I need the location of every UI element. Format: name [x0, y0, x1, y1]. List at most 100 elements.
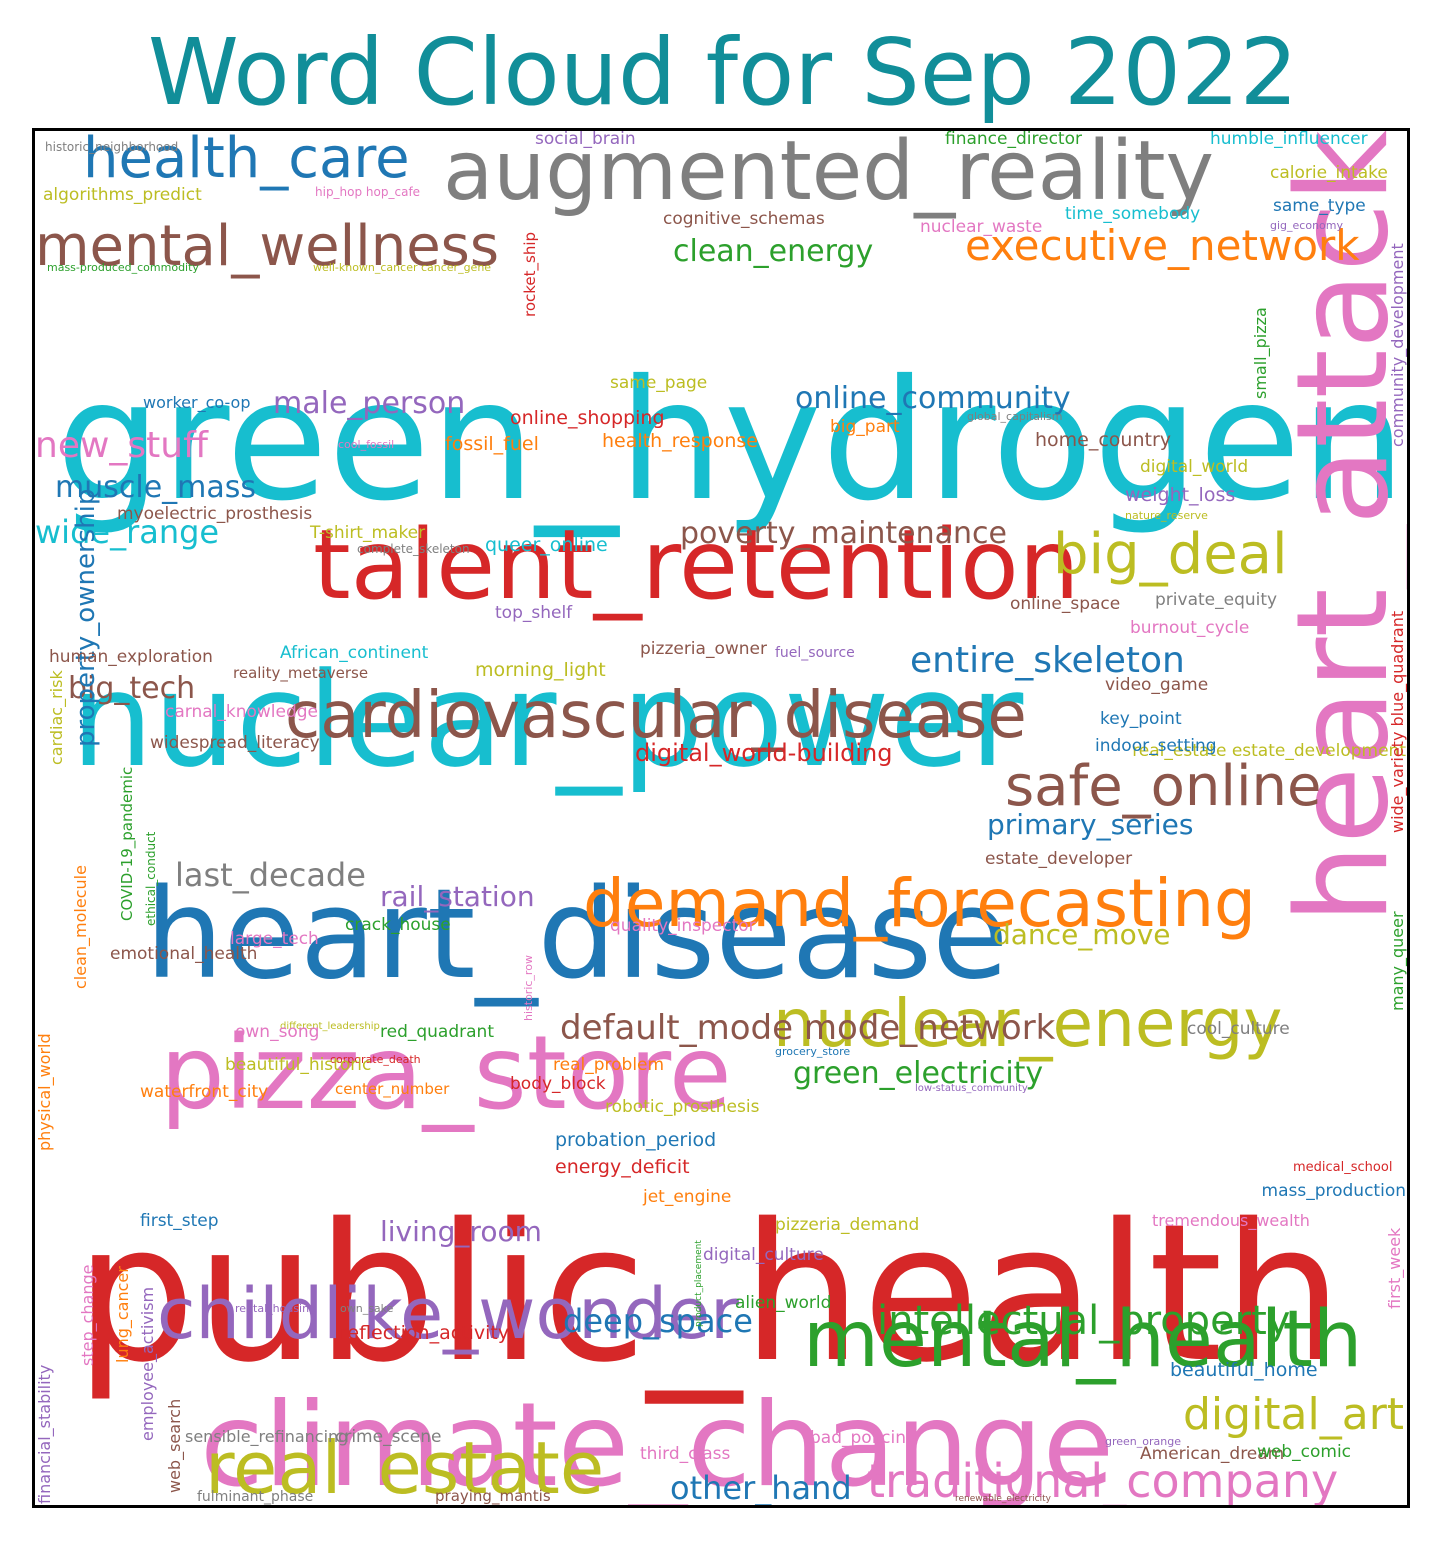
word-72: T-shirt_maker	[310, 523, 426, 543]
word-94: large_tech	[230, 929, 319, 949]
word-120: mass_production	[1261, 1181, 1406, 1201]
word-109: beautiful_historic	[225, 1055, 372, 1075]
word-63: community_development	[1388, 243, 1407, 447]
word-33: big_tech	[68, 671, 196, 706]
word-140: bad_policing	[810, 1428, 917, 1448]
word-136: employee_activism	[138, 1286, 157, 1441]
word-97: wide_variety blue_quadrant	[1388, 610, 1407, 833]
word-0: public_health	[75, 1183, 1344, 1404]
word-92: estate_developer	[985, 849, 1133, 869]
word-105: cool_culture	[1187, 1019, 1290, 1039]
word-103: own_song	[235, 1022, 320, 1042]
word-132: reflection_activity	[340, 1322, 510, 1344]
word-127: rental_housing	[235, 1302, 317, 1315]
word-43: social_brain	[535, 129, 636, 149]
word-8: augmented_reality	[443, 128, 1215, 219]
word-139: crime_scene	[335, 1427, 442, 1447]
word-59: online_shopping	[510, 407, 665, 429]
word-61: big_part	[830, 417, 900, 437]
word-24: default_mode mode_network	[560, 1008, 1056, 1048]
word-137: web_search	[165, 1398, 184, 1493]
word-39: green_electricity	[793, 1056, 1044, 1091]
word-23: entire_skeleton	[910, 640, 1185, 681]
word-78: burnout_cycle	[1130, 618, 1250, 638]
word-4: climate_change	[200, 1378, 1115, 1508]
word-122: first_step	[140, 1211, 219, 1231]
word-143: American_dream	[1140, 1444, 1285, 1464]
word-93: emotional_health	[110, 944, 258, 964]
word-42: digital_world-building	[635, 739, 893, 767]
word-98: COVID-19_pandemic	[118, 766, 136, 921]
word-141: green_orange	[1105, 1435, 1181, 1448]
word-134: beautiful_home	[1170, 1359, 1318, 1381]
word-119: medical_school	[1293, 1160, 1393, 1175]
word-124: tremendous_wealth	[1152, 1211, 1310, 1230]
word-46: calorie_intake	[1270, 163, 1388, 183]
word-104: red_quadrant	[380, 1022, 494, 1042]
word-71: myoelectric_prosthesis	[117, 504, 313, 524]
word-67: home_country	[1035, 429, 1172, 451]
word-128: own_sake	[340, 1302, 394, 1315]
word-9: mental_health	[803, 1295, 1363, 1385]
word-114: waterfront_city	[140, 1082, 269, 1102]
word-113: low-status_community	[915, 1083, 1028, 1094]
word-12: cardiovascular_disease	[285, 679, 1027, 753]
word-28: new_stuff	[35, 425, 208, 466]
word-25: online_community	[795, 381, 1071, 416]
word-112: body_block	[510, 1074, 606, 1094]
word-77: top_shelf	[495, 603, 573, 623]
word-57: same_page	[610, 373, 708, 393]
word-40: clean_energy	[673, 234, 874, 269]
word-83: reality_metaverse	[233, 664, 369, 682]
word-108: corporate_death	[330, 1053, 421, 1066]
word-82: fuel_source	[775, 645, 855, 661]
word-13: nuclear_energy	[773, 985, 1283, 1062]
word-116: physical_world	[35, 1033, 54, 1151]
word-32: wide_range	[35, 513, 220, 551]
word-145: fulminant_phase	[197, 1489, 314, 1505]
word-14: real_estate	[205, 1426, 605, 1508]
word-22: executive_network	[965, 221, 1360, 270]
word-100: clean_molecule	[71, 865, 90, 989]
word-84: morning_light	[475, 659, 606, 681]
word-45: humble_influencer	[1210, 129, 1368, 149]
word-29: poverty_maintenance	[680, 516, 1007, 551]
word-142: third_class	[640, 1444, 731, 1464]
word-27: deep_space	[563, 1302, 753, 1340]
word-1: green_hydrogen	[55, 345, 1406, 538]
word-34: last_decade	[175, 856, 366, 894]
word-81: pizzeria_owner	[640, 639, 767, 659]
word-68: digital_world	[1140, 457, 1249, 477]
word-65: fossil_fuel	[445, 433, 539, 455]
word-106: many_queer	[1388, 911, 1407, 1011]
word-69: weight_loss	[1125, 484, 1236, 506]
word-44: finance_director	[945, 129, 1082, 149]
word-117: probation_period	[555, 1129, 717, 1151]
word-48: hip_hop hop_cafe	[315, 185, 421, 199]
word-19: traditional_company	[867, 1454, 1339, 1508]
word-91: cardiac_risk	[47, 670, 66, 765]
word-41: property_ownership	[71, 488, 101, 747]
word-62: small_pizza	[1251, 307, 1270, 399]
word-15: mental_wellness	[35, 214, 499, 279]
word-125: digital_culture	[703, 1245, 824, 1265]
word-51: same_type	[1273, 196, 1366, 216]
word-107: grocery_store	[775, 1045, 851, 1058]
word-20: intellectual_property	[877, 1298, 1291, 1344]
word-111: center_number	[335, 1080, 450, 1098]
word-118: energy_deficit	[555, 1156, 690, 1178]
word-86: carnal_knowledge	[165, 702, 319, 722]
word-74: queer_online	[485, 534, 608, 556]
word-115: robotic_prosthesis	[605, 1097, 760, 1117]
word-66: health_response	[602, 430, 758, 452]
word-36: living_room	[380, 1215, 542, 1248]
word-10: childlike_wonder	[157, 1273, 739, 1355]
word-52: nuclear_waste	[920, 217, 1043, 237]
word-89: real_estate estate_development	[1132, 741, 1406, 761]
word-58: worker_co-op	[143, 393, 251, 412]
word-138: sensible_refinancing	[185, 1427, 349, 1446]
word-87: key_point	[1100, 709, 1182, 729]
word-30: male_person	[273, 386, 466, 421]
word-3: nuclear_power	[71, 644, 1024, 796]
word-35: rail_station	[380, 880, 535, 913]
